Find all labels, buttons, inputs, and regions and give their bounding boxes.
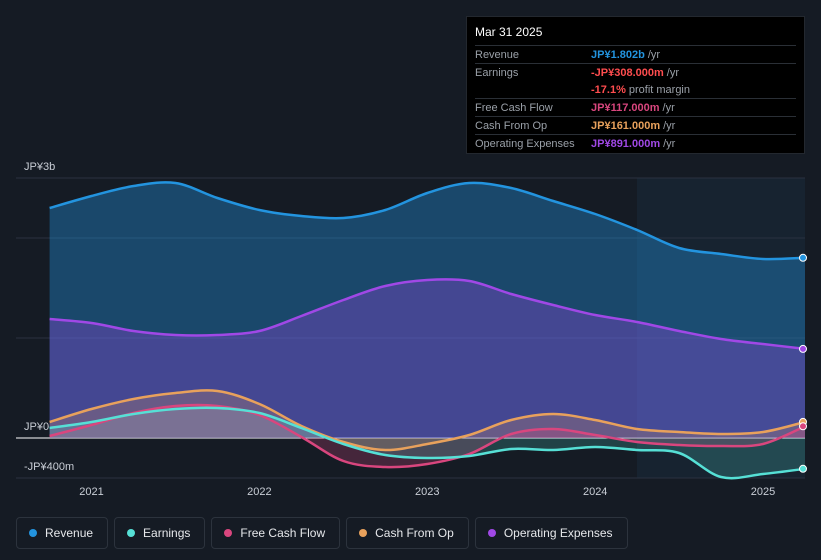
revenue-line	[49, 181, 806, 261]
tooltip-row-label: Operating Expenses	[475, 137, 575, 150]
y-tick-label: JP¥0	[24, 421, 49, 433]
legend-label: Cash From Op	[375, 526, 454, 540]
tooltip-row-value: -JP¥308.000m	[591, 66, 664, 79]
tooltip-row: Earnings -JP¥308.000m/yr	[475, 63, 796, 81]
legend-label: Free Cash Flow	[240, 526, 326, 540]
tooltip-row-label: Earnings	[475, 66, 519, 79]
revenue-area	[49, 182, 806, 438]
tooltip-row-value: JP¥891.000m	[591, 137, 661, 150]
x-tick-label: 2023	[415, 486, 439, 498]
y-axis-labels: JP¥3b JP¥0 -JP¥400m	[24, 161, 74, 473]
legend-label: Operating Expenses	[503, 526, 613, 540]
legend-item-revenue[interactable]: Revenue	[16, 517, 109, 549]
legend-dot-icon	[224, 529, 233, 537]
legend-item-earnings[interactable]: Earnings	[114, 517, 206, 549]
tooltip-row-value: JP¥161.000m	[591, 119, 661, 132]
operating-expenses-line	[49, 278, 806, 351]
tooltip-row: Cash From Op JP¥161.000m/yr	[475, 116, 796, 134]
gridlines	[16, 177, 805, 479]
legend-dot-icon	[127, 529, 136, 537]
legend-dot-icon	[29, 529, 37, 537]
earnings-end-marker	[799, 464, 807, 473]
tooltip-row-value: JP¥117.000m	[591, 101, 660, 114]
tooltip-row-unit: /yr	[666, 66, 680, 79]
legend-label: Revenue	[45, 526, 94, 540]
tooltip-row-unit: /yr	[662, 101, 675, 114]
tooltip-row-value: -17.1%	[591, 83, 626, 96]
legend: Revenue Earnings Free Cash Flow Cash From O…	[16, 517, 628, 549]
revenue-end-marker	[799, 253, 807, 262]
tooltip-row-label: Cash From Op	[475, 119, 548, 132]
tooltip-date: Mar 31 2025	[475, 25, 543, 39]
legend-label: Earnings	[143, 526, 191, 540]
x-tick-label: 2024	[583, 486, 607, 498]
y-tick-label: -JP¥400m	[24, 461, 74, 473]
x-tick-label: 2022	[247, 486, 271, 498]
cash-from-op-area	[49, 390, 806, 451]
x-tick-label: 2025	[751, 486, 775, 498]
earnings-line	[49, 406, 806, 480]
tooltip-rows: Revenue JP¥1.802b/yr Earnings -JP¥308.000m /…	[475, 45, 796, 152]
x-tick-label: 2021	[79, 486, 103, 498]
tooltip-row-unit: /yr	[647, 48, 661, 61]
free-cash-flow-line	[49, 403, 806, 469]
tooltip-row-unit: profit margin	[628, 83, 690, 96]
tooltip-row: Free Cash Flow JP¥117.000m/yr	[475, 98, 796, 116]
legend-item-free-cash-flow[interactable]: Free Cash Flow	[211, 517, 341, 549]
legend-item-operating-expenses[interactable]: Operating Expenses	[474, 517, 628, 549]
free-cash-flow-end-marker	[799, 422, 807, 431]
tooltip-panel: Mar 31 2025 Revenue JP¥1.802b/yr Earnings -…	[466, 16, 805, 154]
tooltip-row: -17.1% profit margin	[475, 81, 796, 98]
operating-expenses-end-marker	[799, 344, 807, 353]
tooltip-row-unit: /yr	[663, 119, 676, 132]
legend-item-cash-from-op[interactable]: Cash From Op	[346, 517, 469, 549]
tooltip-row: Revenue JP¥1.802b/yr	[475, 45, 796, 63]
y-tick-label: JP¥3b	[24, 161, 55, 173]
tooltip-row-value: JP¥1.802b	[591, 48, 645, 61]
free-cash-flow-area	[49, 404, 806, 468]
legend-dot-icon	[487, 529, 496, 537]
x-axis-labels: 2021 2022 2023 2024 2025	[79, 486, 775, 498]
tooltip-row-label: Free Cash Flow	[475, 101, 553, 114]
series-end-markers	[799, 253, 807, 473]
tooltip-row-label: Revenue	[475, 48, 520, 61]
legend-dot-icon	[359, 529, 368, 537]
cash-from-op-line	[49, 389, 806, 452]
tooltip-row-unit: /yr	[663, 137, 676, 150]
tooltip-row: Operating Expenses JP¥891.000m/yr	[475, 134, 796, 152]
series-lines	[49, 181, 806, 480]
